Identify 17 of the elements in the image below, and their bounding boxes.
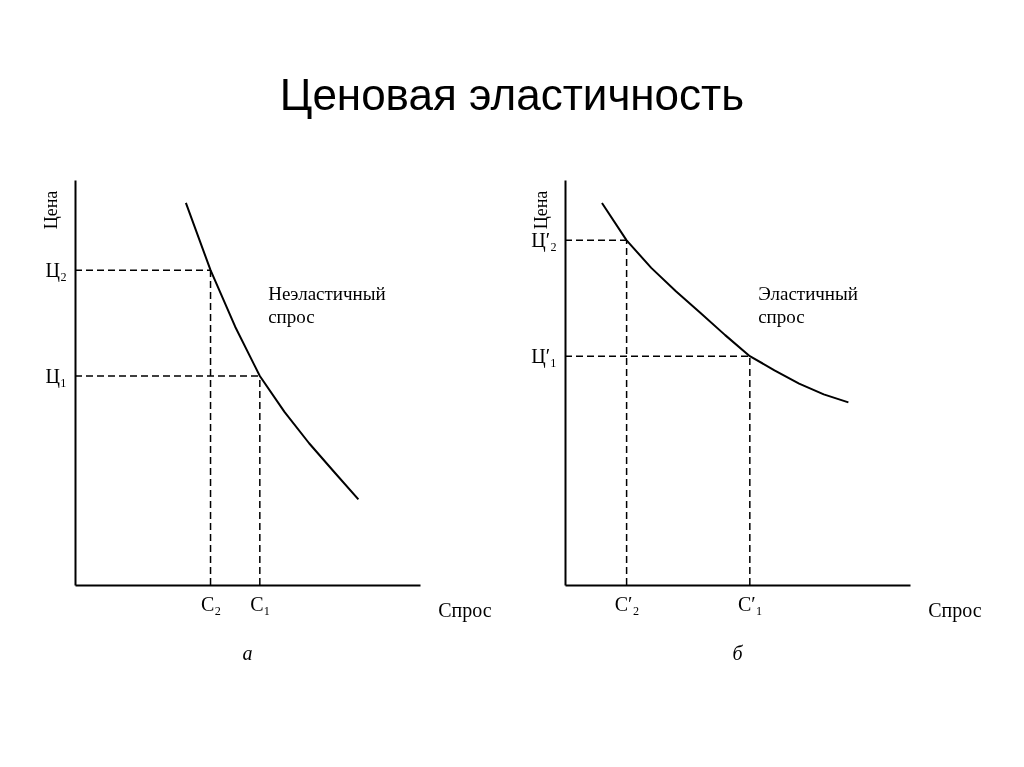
x-tick-label: С₂ [200, 593, 222, 616]
x-axis-title: Спрос [928, 599, 982, 622]
annotation: Эластичный спрос [758, 283, 858, 327]
ref-line-label: Ц₁ [45, 365, 67, 388]
text: Ценовая эластичность [278, 70, 746, 120]
ref-line-label: Ц′₂ [531, 229, 557, 253]
y-axis-title: Цена [41, 190, 61, 230]
text: а [242, 642, 253, 664]
x-tick-label: С′₁ [737, 593, 763, 616]
ref-line-label: Ц₂ [45, 259, 67, 283]
ref-line-label: Ц′₁ [531, 345, 557, 369]
x-tick-label: С₁ [250, 593, 271, 616]
annotation: Неэластичный спрос [268, 283, 386, 327]
x-axis-title: Спрос [438, 599, 492, 622]
x-tick-label: С′₂ [614, 593, 640, 616]
text: б [732, 642, 744, 664]
y-axis-title: Цена [531, 190, 551, 230]
